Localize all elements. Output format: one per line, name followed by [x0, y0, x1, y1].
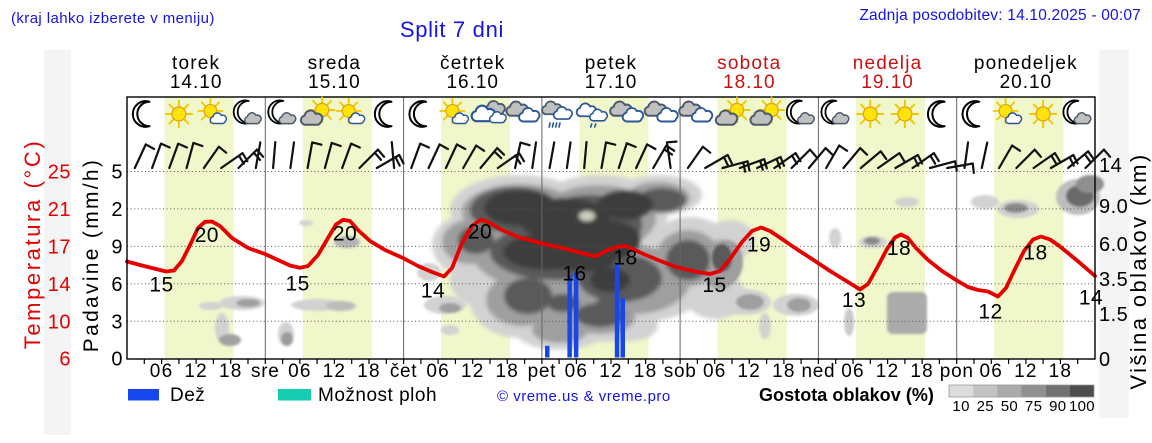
svg-text:Gostota oblakov (%): Gostota oblakov (%): [759, 385, 934, 405]
svg-text:18: 18: [613, 247, 637, 270]
svg-text:petek: petek: [585, 53, 637, 74]
svg-text:06: 06: [565, 361, 589, 382]
svg-text:18: 18: [772, 361, 796, 382]
svg-text:Padavine (mm/h): Padavine (mm/h): [80, 158, 103, 352]
svg-text:25: 25: [977, 398, 994, 415]
svg-text:18.10: 18.10: [723, 72, 776, 93]
svg-text:25: 25: [48, 162, 71, 184]
svg-text:5: 5: [111, 162, 123, 184]
svg-text:17.10: 17.10: [585, 72, 638, 93]
svg-text:pon: pon: [940, 361, 974, 382]
svg-text:14: 14: [421, 280, 445, 303]
svg-text:čet: čet: [390, 361, 417, 382]
svg-text:21: 21: [48, 199, 71, 221]
svg-text:nedelja: nedelja: [853, 53, 923, 74]
svg-text:18: 18: [910, 361, 934, 382]
svg-text:18: 18: [1023, 242, 1047, 265]
svg-text:75: 75: [1025, 398, 1042, 415]
svg-text:12: 12: [876, 361, 900, 382]
svg-text:14.10: 14.10: [170, 72, 223, 93]
svg-text:18: 18: [887, 237, 911, 260]
svg-text:18: 18: [1049, 361, 1073, 382]
svg-text:06: 06: [288, 361, 312, 382]
svg-text:20.10: 20.10: [1000, 72, 1053, 93]
svg-text:19.10: 19.10: [861, 72, 914, 93]
svg-text:16: 16: [562, 263, 586, 286]
svg-text:50: 50: [1001, 398, 1018, 415]
svg-text:2: 2: [111, 199, 123, 221]
svg-text:pet: pet: [528, 361, 557, 382]
svg-text:sobota: sobota: [717, 53, 781, 74]
svg-text:3.5: 3.5: [1099, 269, 1128, 291]
svg-text:15.10: 15.10: [308, 72, 361, 93]
svg-text:15: 15: [702, 274, 726, 297]
svg-text:sreda: sreda: [308, 53, 362, 74]
svg-text:18: 18: [357, 361, 381, 382]
svg-text:12: 12: [738, 361, 762, 382]
svg-text:19: 19: [747, 234, 771, 257]
svg-text:10: 10: [48, 311, 71, 333]
svg-text:17: 17: [48, 236, 71, 258]
svg-text:12: 12: [323, 361, 347, 382]
svg-text:9.0: 9.0: [1099, 196, 1128, 218]
svg-text:15: 15: [149, 274, 173, 297]
svg-text:16.10: 16.10: [446, 72, 499, 93]
svg-text:3: 3: [111, 311, 123, 333]
svg-text:18: 18: [219, 361, 243, 382]
svg-text:Možnost ploh: Možnost ploh: [318, 385, 437, 406]
svg-text:Temperatura (°C): Temperatura (°C): [20, 139, 45, 350]
svg-text:12: 12: [184, 361, 208, 382]
svg-text:20: 20: [468, 221, 492, 244]
svg-text:15: 15: [286, 273, 310, 296]
svg-text:10: 10: [952, 398, 969, 415]
svg-text:100: 100: [1069, 398, 1095, 415]
svg-text:14: 14: [48, 274, 71, 296]
svg-text:6: 6: [59, 349, 71, 371]
svg-text:četrtek: četrtek: [440, 53, 505, 74]
svg-text:18: 18: [634, 361, 658, 382]
svg-text:06: 06: [426, 361, 450, 382]
svg-text:90: 90: [1049, 398, 1066, 415]
svg-text:6.0: 6.0: [1099, 234, 1128, 256]
svg-text:06: 06: [980, 361, 1004, 382]
svg-text:12: 12: [978, 301, 1002, 324]
svg-text:06: 06: [703, 361, 727, 382]
svg-text:0: 0: [111, 349, 123, 371]
svg-text:Višina oblakov (km): Višina oblakov (km): [1126, 152, 1151, 389]
svg-text:sre: sre: [251, 361, 280, 382]
svg-text:torek: torek: [172, 53, 220, 74]
svg-text:9: 9: [111, 236, 123, 258]
svg-text:ponedeljek: ponedeljek: [974, 53, 1078, 74]
svg-text:Zadnja posodobitev: 14.10.2025: Zadnja posodobitev: 14.10.2025 - 00:07: [859, 7, 1141, 24]
svg-text:13: 13: [842, 289, 866, 312]
svg-text:12: 12: [461, 361, 485, 382]
svg-text:12: 12: [1014, 361, 1038, 382]
svg-text:14: 14: [1079, 287, 1103, 310]
svg-text:1.5: 1.5: [1099, 304, 1128, 326]
svg-text:06: 06: [150, 361, 174, 382]
svg-text:ned: ned: [802, 361, 836, 382]
svg-text:20: 20: [195, 224, 219, 247]
svg-text:12: 12: [599, 361, 623, 382]
svg-text:0: 0: [1099, 349, 1111, 371]
svg-text:20: 20: [333, 223, 357, 246]
svg-text:14: 14: [1099, 155, 1122, 177]
svg-text:6: 6: [111, 274, 123, 296]
svg-text:Dež: Dež: [170, 385, 205, 406]
svg-text:(kraj lahko izberete v meniju): (kraj lahko izberete v meniju): [11, 10, 215, 27]
svg-text:sob: sob: [664, 361, 697, 382]
svg-text:18: 18: [496, 361, 520, 382]
svg-text:06: 06: [841, 361, 865, 382]
svg-text:Split 7 dni: Split 7 dni: [400, 17, 504, 42]
svg-text:© vreme.us & vreme.pro: © vreme.us & vreme.pro: [497, 388, 671, 405]
